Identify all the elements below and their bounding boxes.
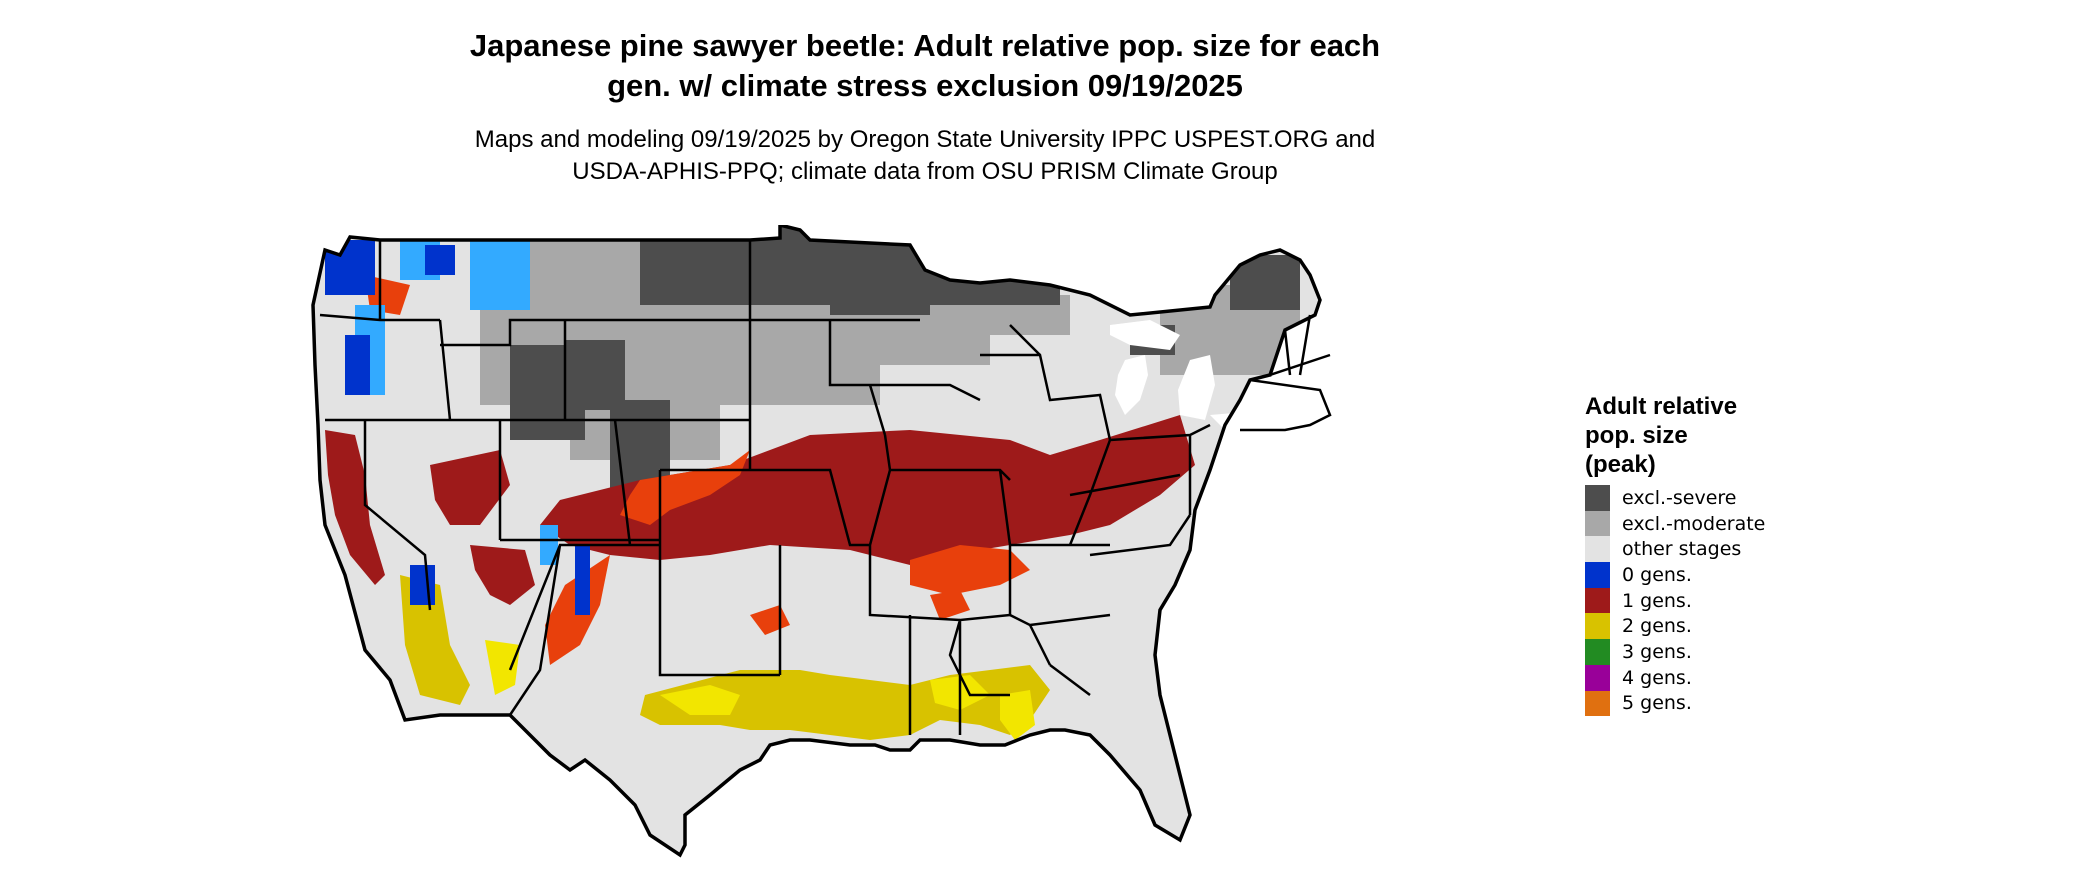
legend-item: 1 gens. — [1585, 587, 1765, 614]
legend-item: 0 gens. — [1585, 562, 1765, 588]
map-title-line1: Japanese pine sawyer beetle: Adult relat… — [469, 28, 1381, 63]
legend-title: Adult relative pop. size (peak) — [1585, 392, 1765, 479]
legend-label: 3 gens. — [1622, 640, 1692, 663]
one-gen-region — [930, 590, 970, 620]
three-gen-region — [1000, 875, 1020, 885]
legend-label: 2 gens. — [1622, 615, 1692, 638]
two-gen-region — [400, 575, 470, 705]
legend-items: excl.-severe excl.-moderate other stages 0 … — [1585, 485, 1766, 717]
two-gen-region — [660, 685, 740, 715]
legend-item: 5 gens. — [1585, 690, 1765, 717]
legend-label: 5 gens. — [1622, 692, 1692, 715]
one-gen-region — [910, 545, 1030, 595]
excl-severe-region — [565, 340, 625, 410]
three-gen-region — [865, 790, 875, 805]
legend-label: 1 gens. — [1622, 589, 1692, 612]
zero-gen-region — [410, 565, 435, 605]
two-gen-region — [485, 640, 520, 695]
legend-label: other stages — [1622, 538, 1742, 561]
zero-gen-region — [425, 245, 455, 275]
zero-gen-region — [1500, 350, 1510, 360]
one-gen-region — [325, 430, 385, 585]
state-borders — [311, 225, 1332, 858]
one-gen-region — [430, 450, 510, 525]
legend-swatch — [1585, 690, 1610, 717]
one-gen-region — [540, 415, 1195, 565]
map-legend: Adult relative pop. size (peak) excl.-se… — [1585, 392, 1766, 717]
legend-title-line3: (peak) — [1585, 451, 1656, 478]
legend-item: excl.-moderate — [1585, 510, 1766, 537]
map-fill-regions — [313, 225, 1510, 885]
legend-swatch — [1585, 562, 1610, 588]
legend-label: excl.-severe — [1622, 486, 1737, 509]
legend-swatch — [1585, 485, 1610, 511]
legend-swatch — [1585, 587, 1610, 614]
legend-swatch — [1585, 664, 1610, 691]
map-subtitle-line1: Maps and modeling 09/19/2025 by Oregon S… — [474, 126, 1376, 153]
legend-swatch — [1585, 639, 1610, 665]
great-lakes — [1110, 320, 1325, 435]
legend-swatch — [1585, 613, 1610, 640]
legend-item: other stages — [1585, 536, 1765, 563]
legend-label: 4 gens. — [1622, 666, 1692, 689]
map-subtitle-line2: USDA-APHIS-PPQ; climate data from OSU PR… — [572, 158, 1278, 185]
legend-item: 2 gens. — [1585, 613, 1765, 640]
legend-label: excl.-moderate — [1622, 512, 1766, 535]
excl-severe-region — [830, 265, 930, 315]
legend-title-line1: Adult relative — [1585, 393, 1738, 420]
zero-gen-region — [325, 240, 375, 295]
zero-gen-region — [345, 335, 370, 395]
legend-item: excl.-severe — [1585, 485, 1765, 511]
us-map — [311, 225, 1510, 885]
one-gen-region — [470, 545, 535, 605]
legend-item: 3 gens. — [1585, 639, 1765, 665]
zero-gen-region — [470, 240, 530, 310]
zero-gen-region — [575, 545, 590, 615]
legend-swatch — [1585, 536, 1610, 563]
legend-item: 4 gens. — [1585, 664, 1765, 691]
zero-gen-region — [540, 525, 558, 565]
legend-title-line2: pop. size — [1585, 422, 1688, 449]
legend-swatch — [1585, 510, 1610, 537]
legend-label: 0 gens. — [1622, 563, 1692, 586]
map-title-line2: gen. w/ climate stress exclusion 09/19/2… — [607, 68, 1243, 103]
two-gen-region — [1000, 690, 1035, 740]
